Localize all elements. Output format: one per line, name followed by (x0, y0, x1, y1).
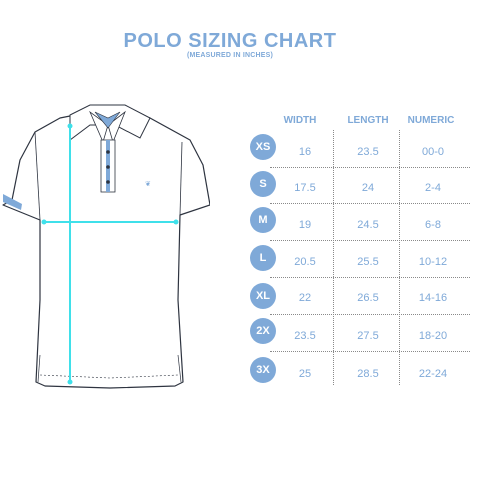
length-cell: 27.5 (357, 330, 379, 342)
width-cell: 17.5 (294, 182, 316, 194)
column-header-numeric: NUMERIC (407, 115, 455, 126)
numeric-cell: 00-0 (421, 146, 445, 158)
grid-divider (333, 130, 334, 385)
chest-logo-icon: ❦ (145, 180, 151, 188)
numeric-cell: 14-16 (418, 292, 448, 304)
length-cell: 24 (361, 182, 375, 194)
length-cell: 26.5 (357, 292, 379, 304)
grid-divider (270, 167, 470, 168)
svg-text:❦: ❦ (145, 180, 151, 188)
size-badge: 2X (250, 318, 276, 344)
length-cell: 28.5 (357, 368, 379, 380)
numeric-cell: 10-12 (418, 256, 448, 268)
length-cell: 23.5 (357, 146, 379, 158)
width-cell: 19 (298, 219, 312, 231)
size-badge: XS (250, 134, 276, 160)
size-badge: XL (250, 283, 276, 309)
column-header-length: LENGTH (347, 115, 389, 126)
grid-divider (270, 351, 470, 352)
width-cell: 16 (298, 146, 312, 158)
grid-divider (270, 277, 470, 278)
size-badge: L (250, 245, 276, 271)
grid-divider (270, 203, 470, 204)
width-cell: 25 (298, 368, 312, 380)
polo-shirt-icon: ❦ (2, 104, 210, 389)
length-cell: 25.5 (357, 256, 379, 268)
width-cell: 22 (298, 292, 312, 304)
width-cell: 20.5 (294, 256, 316, 268)
size-badge: S (250, 171, 276, 197)
grid-divider (270, 314, 470, 315)
page-subtitle: (MEASURED IN INCHES) (186, 52, 274, 59)
numeric-cell: 22-24 (418, 368, 448, 380)
length-cell: 24.5 (357, 219, 379, 231)
grid-divider (270, 240, 470, 241)
size-badge: M (250, 207, 276, 233)
column-header-width: WIDTH (283, 115, 317, 126)
numeric-cell: 6-8 (425, 219, 441, 231)
numeric-cell: 18-20 (418, 330, 448, 342)
size-badge: 3X (250, 357, 276, 383)
grid-divider (399, 130, 400, 385)
width-cell: 23.5 (294, 330, 316, 342)
numeric-cell: 2-4 (425, 182, 441, 194)
page-title: POLO SIZING CHART (123, 30, 337, 52)
